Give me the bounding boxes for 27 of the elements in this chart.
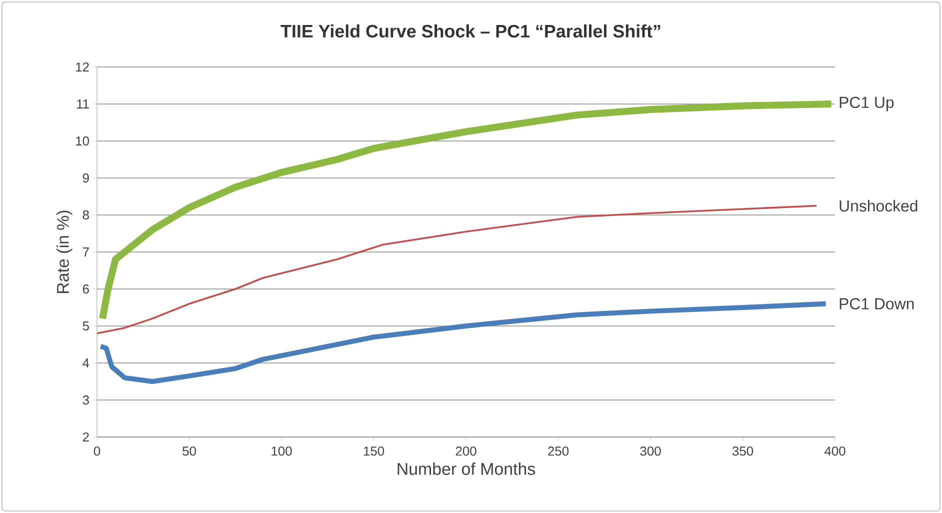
- y-tick-label: 5: [82, 321, 89, 330]
- y-axis-title: Rate (in %): [56, 210, 72, 293]
- x-tick-label: 100: [272, 446, 292, 456]
- y-tick-label: 4: [82, 358, 90, 368]
- line-series: [96, 204, 818, 334]
- y-tick-label: 12: [76, 62, 89, 72]
- x-tick-label: 350: [732, 446, 754, 456]
- x-axis-title: Number of Months: [398, 462, 536, 475]
- y-tick-label: 2: [82, 432, 89, 442]
- x-tick-label: 200: [456, 446, 476, 456]
- x-tick-label: 300: [640, 446, 661, 456]
- y-tick-label: 8: [82, 210, 89, 220]
- series-label: PC1 Down: [840, 298, 914, 310]
- y-tick-label: 9: [82, 173, 89, 183]
- y-tick-label: 7: [82, 248, 89, 256]
- x-tick-label: 150: [364, 446, 384, 456]
- y-tick-label: 6: [82, 284, 89, 294]
- x-tick-label: 400: [824, 446, 846, 456]
- series-label: Unshocked: [840, 200, 918, 212]
- x-tick-label: 0: [94, 446, 100, 456]
- x-tick-label: 50: [182, 446, 196, 456]
- y-tick-label: 11: [77, 100, 89, 108]
- chart-title: TIIE Yield Curve Shock – PC1 “Parallel Shift”: [280, 24, 660, 38]
- y-tick-label: 3: [82, 395, 89, 405]
- y-tick-label: 10: [76, 136, 89, 146]
- series-label: PC1 Up: [840, 96, 894, 112]
- x-tick-label: 250: [548, 446, 569, 456]
